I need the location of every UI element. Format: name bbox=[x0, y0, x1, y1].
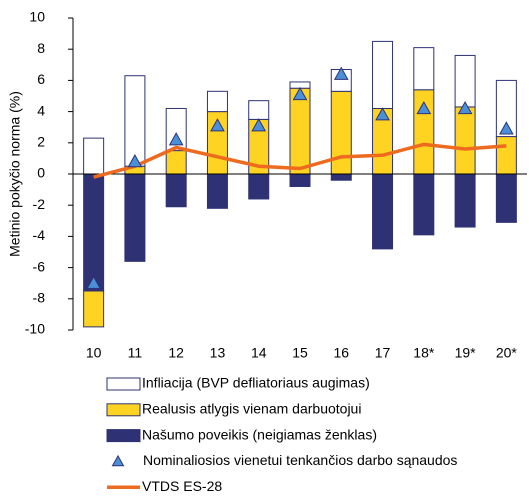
marker bbox=[375, 107, 390, 121]
marker bbox=[127, 153, 143, 168]
y-tick-label: 8 bbox=[37, 40, 45, 56]
bar bbox=[413, 47, 435, 91]
legend-swatch bbox=[106, 429, 141, 443]
legend-label: Realusis atlygis vienam darbuotojui bbox=[142, 401, 361, 417]
y-tick-label: -10 bbox=[25, 321, 45, 337]
x-tick-label: 19* bbox=[455, 345, 477, 361]
bar bbox=[413, 173, 435, 236]
x-tick-label: 20* bbox=[496, 345, 518, 361]
bar bbox=[206, 173, 228, 209]
bar bbox=[83, 290, 105, 328]
bar bbox=[165, 173, 187, 208]
legend-label: VTDS ES-28 bbox=[142, 478, 222, 494]
x-tick-label: 10 bbox=[86, 345, 102, 361]
legend-label: Nominaliosios vienetui tenkančios darbo … bbox=[143, 452, 457, 468]
marker bbox=[333, 66, 349, 80]
bar bbox=[165, 107, 187, 152]
bar bbox=[495, 173, 517, 223]
x-tick-label: 17 bbox=[375, 345, 391, 361]
bar bbox=[330, 173, 352, 181]
x-tick-label: 12 bbox=[168, 345, 184, 361]
x-tick-label: 15 bbox=[292, 345, 308, 361]
bar bbox=[495, 136, 517, 175]
bar bbox=[454, 54, 476, 108]
legend-swatch bbox=[106, 403, 141, 417]
y-tick-label: 4 bbox=[37, 102, 45, 118]
y-tick-label: 0 bbox=[37, 165, 45, 181]
legend-label: Infliacija (BVP defliatoriaus augimas) bbox=[142, 375, 370, 391]
bar bbox=[165, 150, 187, 175]
bar bbox=[83, 137, 105, 175]
y-tick-label: 2 bbox=[37, 134, 45, 150]
y-tick-label: -4 bbox=[33, 227, 46, 243]
bar bbox=[83, 173, 105, 292]
bar bbox=[289, 87, 311, 175]
bar bbox=[124, 75, 146, 167]
legend-label: Našumo poveikis (neigiamas ženklas) bbox=[142, 426, 377, 442]
legend-swatch bbox=[106, 377, 141, 391]
bar bbox=[330, 90, 352, 175]
y-tick-label: 6 bbox=[37, 71, 45, 87]
marker bbox=[416, 100, 432, 115]
marker bbox=[292, 86, 308, 101]
y-tick-label: 10 bbox=[29, 9, 45, 25]
legend-swatch bbox=[111, 454, 125, 467]
y-tick-label: -2 bbox=[33, 196, 46, 212]
marker bbox=[499, 121, 514, 135]
bar bbox=[495, 79, 517, 138]
x-tick-label: 14 bbox=[251, 345, 267, 361]
y-tick-label: -8 bbox=[33, 290, 46, 306]
bar bbox=[248, 100, 270, 120]
bar bbox=[372, 173, 394, 250]
bar bbox=[454, 106, 476, 175]
bar bbox=[289, 173, 311, 187]
marker bbox=[457, 100, 473, 115]
bar bbox=[248, 173, 270, 200]
marker bbox=[210, 118, 225, 132]
bar bbox=[124, 173, 146, 262]
line bbox=[93, 142, 507, 179]
bar bbox=[454, 173, 476, 228]
bar bbox=[206, 90, 228, 113]
x-tick-label: 11 bbox=[128, 345, 143, 361]
y-tick-label: -6 bbox=[33, 258, 46, 274]
y-axis-label: Metinio pokyčio norma (%) bbox=[7, 91, 23, 257]
marker bbox=[168, 132, 184, 146]
x-tick-label: 16 bbox=[333, 345, 349, 361]
x-tick-label: 18* bbox=[413, 345, 435, 361]
marker bbox=[86, 275, 101, 289]
bar bbox=[372, 40, 394, 109]
marker bbox=[251, 118, 267, 132]
x-tick-label: 13 bbox=[210, 345, 226, 361]
